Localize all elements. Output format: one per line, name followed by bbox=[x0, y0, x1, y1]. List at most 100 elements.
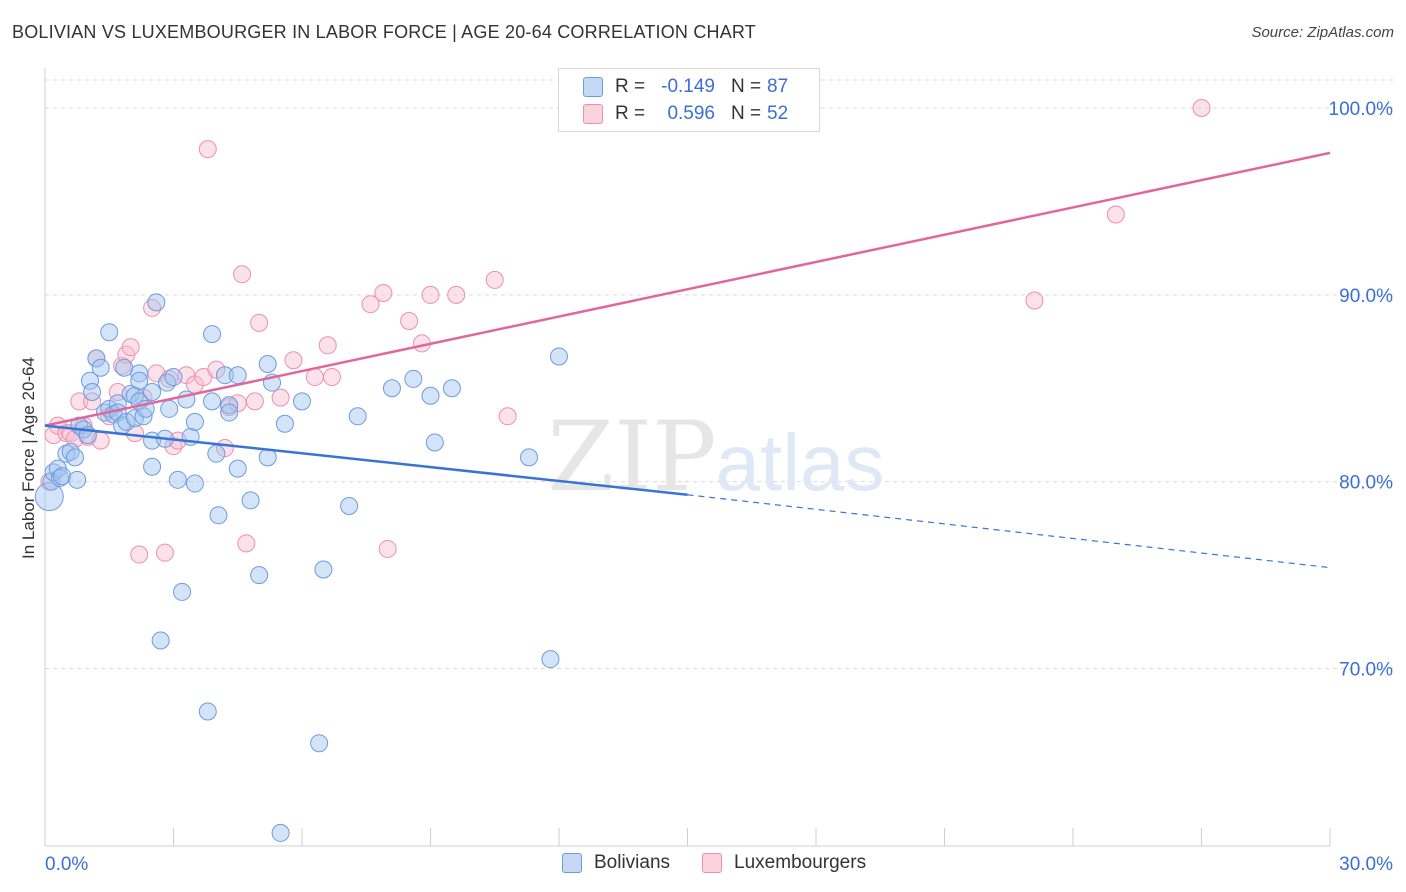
legend-swatch-blue bbox=[583, 77, 603, 97]
bolivian-point bbox=[314, 560, 333, 579]
x-tick-label: 0.0% bbox=[45, 854, 88, 875]
bolivian-point bbox=[87, 349, 106, 368]
series-legend: Bolivians Luxembourgers bbox=[562, 852, 898, 874]
bolivian-point bbox=[173, 582, 192, 601]
luxembourger-point bbox=[83, 392, 102, 411]
legend-item-luxembourgers: Luxembourgers bbox=[702, 852, 866, 874]
bolivian-point bbox=[250, 566, 269, 585]
legend-label-luxembourgers: Luxembourgers bbox=[734, 852, 867, 873]
luxembourger-point bbox=[1025, 291, 1044, 310]
luxembourger-point bbox=[250, 313, 269, 332]
bolivian-point bbox=[340, 496, 359, 515]
bolivian-point bbox=[258, 354, 277, 373]
luxembourger-point bbox=[498, 407, 517, 426]
tick-labels: 70.0% 80.0% 90.0% 100.0% 0.0% 30.0% bbox=[45, 99, 1393, 875]
legend-n-label: N = bbox=[731, 103, 762, 124]
bolivian-point bbox=[404, 369, 423, 388]
luxembourger-point bbox=[121, 338, 140, 357]
luxembourger-point bbox=[130, 545, 149, 564]
legend-r-label: R = bbox=[615, 103, 646, 124]
bolivian-point bbox=[68, 470, 87, 489]
bolivian-point bbox=[348, 407, 367, 426]
y-tick-label: 90.0% bbox=[1339, 286, 1393, 307]
stats-legend: R = -0.149 N = 87 R = 0.596 N = 52 bbox=[558, 68, 820, 132]
bolivian-point bbox=[442, 379, 461, 398]
bolivian-point bbox=[134, 407, 153, 426]
y-tick-label: 100.0% bbox=[1329, 99, 1394, 120]
bolivian-point bbox=[207, 444, 226, 463]
bolivian-point bbox=[425, 433, 444, 452]
bolivian-point bbox=[550, 347, 568, 366]
y-tick-label: 70.0% bbox=[1339, 660, 1393, 681]
legend-r-label: R = bbox=[615, 76, 646, 97]
bolivian-point bbox=[100, 323, 119, 342]
bolivian-point bbox=[271, 823, 290, 842]
bolivian-point bbox=[168, 470, 187, 489]
legend-row-luxembourgers: R = 0.596 N = 52 bbox=[583, 101, 788, 127]
luxembourger-point bbox=[1106, 205, 1125, 224]
bolivians-trend-extension bbox=[687, 494, 1331, 569]
bolivian-point bbox=[151, 631, 170, 650]
y-tick-label: 80.0% bbox=[1339, 473, 1393, 494]
bolivian-point bbox=[421, 386, 440, 405]
legend-row-bolivians: R = -0.149 N = 87 bbox=[583, 74, 788, 100]
watermark: ZIP atlas bbox=[547, 401, 884, 513]
bolivian-point bbox=[228, 459, 247, 478]
watermark-zip: ZIP bbox=[547, 401, 716, 513]
gridlines bbox=[45, 79, 1395, 670]
luxembourger-point bbox=[322, 368, 341, 387]
legend-r-value: -0.149 bbox=[661, 76, 715, 97]
bolivian-point bbox=[91, 358, 110, 377]
x-tick-label: 30.0% bbox=[1339, 854, 1393, 875]
luxembourger-point bbox=[400, 312, 419, 331]
legend-label-bolivians: Bolivians bbox=[594, 852, 671, 873]
luxembourger-point bbox=[447, 285, 466, 304]
legend-r-value: 0.596 bbox=[667, 103, 715, 124]
legend-item-bolivians: Bolivians bbox=[562, 852, 670, 874]
luxembourger-point bbox=[245, 392, 264, 411]
bolivians-trend-line bbox=[44, 424, 688, 497]
luxembourger-point bbox=[305, 368, 324, 387]
bolivian-point bbox=[220, 403, 239, 422]
chart-title: BOLIVIAN VS LUXEMBOURGER IN LABOR FORCE … bbox=[12, 22, 756, 42]
luxembourger-point bbox=[284, 351, 303, 370]
bolivian-point bbox=[143, 457, 162, 476]
legend-n-label: N = bbox=[731, 76, 762, 97]
bolivian-point bbox=[203, 325, 222, 344]
luxembourger-point bbox=[271, 388, 290, 407]
legend-swatch-pink bbox=[702, 853, 723, 873]
axes bbox=[44, 68, 1331, 847]
bolivian-point bbox=[80, 371, 99, 390]
luxembourger-point bbox=[318, 336, 337, 355]
bolivian-point bbox=[293, 392, 311, 411]
bolivian-point bbox=[117, 412, 136, 431]
bolivian-point bbox=[241, 491, 260, 510]
bolivian-point bbox=[115, 358, 134, 377]
legend-swatch-blue bbox=[562, 853, 582, 873]
source-label: Source: ZipAtlas.com bbox=[1251, 24, 1394, 41]
bolivian-point bbox=[53, 467, 72, 486]
luxembourger-point bbox=[374, 283, 393, 302]
y-axis-label: In Labor Force | Age 20-64 bbox=[19, 357, 38, 559]
bolivian-point bbox=[130, 371, 149, 390]
luxembourger-point bbox=[1192, 99, 1211, 118]
legend-swatch-pink bbox=[583, 104, 603, 124]
bolivian-point bbox=[209, 506, 228, 525]
watermark-atlas: atlas bbox=[716, 418, 885, 507]
bolivian-point bbox=[160, 399, 179, 418]
luxembourgers-points bbox=[40, 99, 1211, 564]
bolivian-point bbox=[108, 394, 127, 413]
bolivian-point bbox=[310, 734, 329, 753]
luxembourger-point bbox=[361, 295, 380, 314]
trend-lines bbox=[44, 151, 1331, 569]
bolivian-point bbox=[34, 482, 64, 512]
luxembourger-point bbox=[198, 140, 217, 159]
bolivian-point bbox=[185, 474, 204, 493]
bolivian-point bbox=[164, 368, 183, 387]
bolivian-point bbox=[143, 383, 162, 402]
luxembourger-point bbox=[155, 543, 174, 562]
bolivian-point bbox=[198, 702, 217, 721]
bolivian-point bbox=[275, 414, 294, 433]
luxembourger-point bbox=[237, 534, 256, 553]
